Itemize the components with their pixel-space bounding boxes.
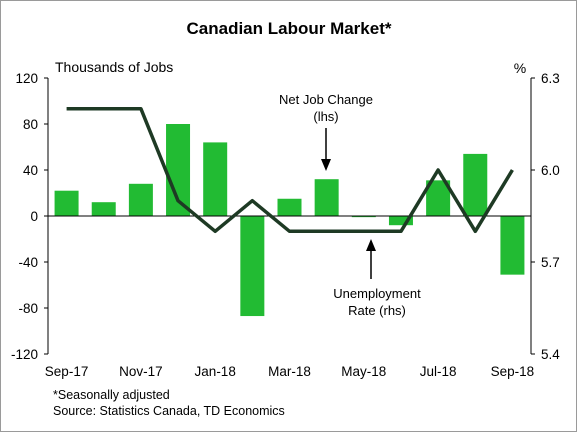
right-tick-label: 5.4: [541, 347, 560, 362]
left-tick-label: -80: [18, 301, 38, 316]
x-tick-label: Nov-17: [119, 364, 163, 379]
left-tick-label: 0: [30, 209, 38, 224]
x-axis-ticks: Sep-17 Nov-17 Jan-18 Mar-18 May-18 Jul-18 Sep-…: [45, 364, 534, 379]
bar-Oct-17: [91, 202, 116, 216]
x-tick-label: Jan-18: [195, 364, 236, 379]
bar-Jun-18: [388, 216, 413, 226]
right-axis-ticks: 6.3 6.0 5.7 5.4: [531, 71, 560, 362]
net-job-change-label-line1: Net Job Change: [279, 92, 373, 107]
bar-Mar-18: [277, 198, 302, 216]
x-tick-label: Jul-18: [420, 364, 457, 379]
unemployment-arrow-head: [366, 239, 376, 251]
bar-Sep-17: [54, 190, 79, 216]
left-axis-ticks: 120 80 40 0 -40 -80 -120: [11, 71, 48, 362]
chart-title: Canadian Labour Market*: [187, 19, 392, 38]
left-tick-label: -40: [18, 255, 38, 270]
bar-May-18: [351, 216, 376, 218]
x-tick-label: Sep-18: [491, 364, 535, 379]
bar-Sep-18: [500, 216, 525, 275]
left-axis-label: Thousands of Jobs: [55, 59, 173, 75]
net-job-change-label-line2: (lhs): [313, 109, 338, 124]
unemployment-label-line1: Unemployment: [333, 286, 421, 301]
bar-Jan-18: [203, 142, 228, 216]
unemployment-rate-line: [66, 106, 514, 234]
unemployment-label-line2: Rate (rhs): [348, 303, 406, 318]
unemployment-annotation: Unemployment Rate (rhs): [333, 239, 421, 318]
left-tick-label: 80: [23, 117, 38, 132]
footnote-source: Source: Statistics Canada, TD Economics: [53, 404, 285, 418]
net-job-change-arrow-head: [321, 159, 331, 171]
right-tick-label: 6.0: [541, 163, 560, 178]
left-tick-label: 40: [23, 163, 38, 178]
net-job-change-annotation: Net Job Change (lhs): [279, 92, 373, 171]
x-tick-label: Sep-17: [45, 364, 89, 379]
left-tick-label: -120: [11, 347, 38, 362]
right-axis-label: %: [514, 60, 526, 76]
bar-Aug-18: [463, 153, 488, 216]
job-change-bars: [54, 124, 525, 317]
bar-Apr-18: [314, 179, 339, 216]
right-tick-label: 6.3: [541, 71, 560, 86]
bar-Feb-18: [240, 216, 265, 317]
x-tick-label: Mar-18: [268, 364, 311, 379]
right-tick-label: 5.7: [541, 255, 560, 270]
bar-Nov-17: [128, 183, 153, 216]
x-tick-label: May-18: [341, 364, 386, 379]
footnote-seasonal: *Seasonally adjusted: [53, 388, 170, 402]
left-tick-label: 120: [15, 71, 38, 86]
